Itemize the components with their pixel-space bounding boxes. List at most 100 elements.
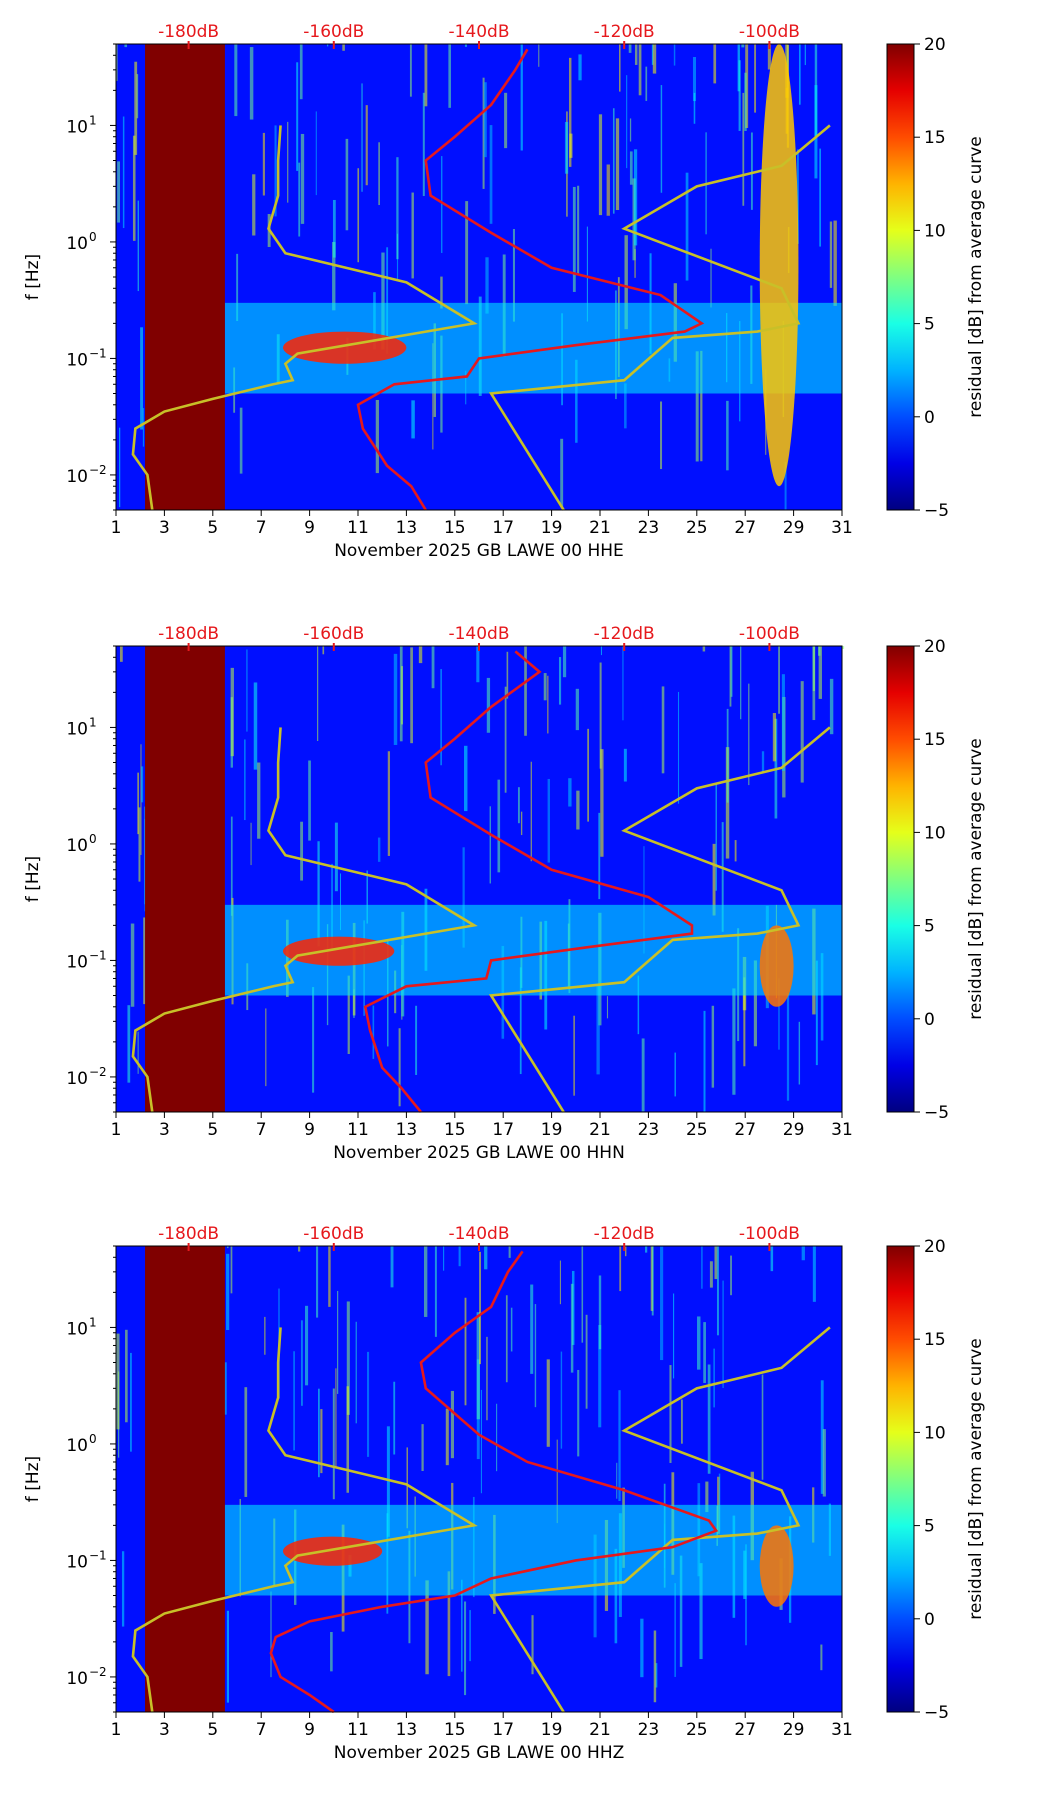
spectrogram-streak [705, 1481, 709, 1513]
spectrogram-streak [812, 646, 816, 721]
spectrogram-streak [138, 807, 141, 882]
spectrogram-streak [264, 1316, 266, 1355]
spectrogram-streak [740, 646, 742, 720]
y-tick-label: 10 [66, 836, 88, 856]
spectrogram-streak [411, 192, 414, 279]
spectrogram-streak [564, 121, 569, 174]
spectrogram-streak [606, 164, 610, 216]
spectrogram-streak [431, 646, 435, 689]
spectrogram-streak [713, 44, 717, 84]
spectrogram-streak [464, 44, 467, 47]
spectrogram-streak [804, 44, 806, 66]
spectrogram-streak [721, 822, 724, 932]
spectrogram-streak [702, 646, 706, 652]
x-tick-label: 15 [444, 1120, 466, 1140]
spectrogram-streak [560, 1351, 563, 1449]
spectrogram-streak [510, 1307, 513, 1352]
event-region [759, 44, 799, 487]
spectrogram-streak [124, 44, 128, 48]
spectrogram-streak [345, 138, 349, 231]
x-tick-label: 27 [734, 518, 756, 538]
spectrogram-streak [318, 1388, 320, 1478]
spectrogram-streak [342, 44, 345, 51]
spectrogram-streak [440, 276, 443, 309]
spectrogram-streak [778, 646, 780, 714]
spectrogram-streak [812, 1246, 816, 1302]
x-tick-label: 7 [256, 518, 267, 538]
x-tick-label: 17 [492, 1120, 514, 1140]
spectrogram-streak [137, 200, 139, 292]
spectrogram-streak [710, 248, 712, 308]
spectrogram-streak [677, 691, 680, 804]
db-tick-label: -180dB [158, 22, 219, 42]
spectrogram-streak [298, 1246, 301, 1252]
x-tick-label: 31 [831, 518, 853, 538]
colorbar-tick-label: −5 [924, 1703, 949, 1723]
spectrogram-streak [606, 996, 609, 1019]
y-tick-exponent: −2 [89, 1065, 107, 1079]
spectrogram-streak [737, 44, 740, 92]
spectrogram-streak [423, 1246, 428, 1317]
x-tick-label: 5 [207, 518, 218, 538]
spectrogram-streak [366, 1351, 370, 1457]
spectrogram-streak [486, 1336, 488, 1421]
x-tick-label: 15 [444, 518, 466, 538]
db-tick-label: -160dB [303, 1224, 364, 1244]
spectrogram-streak [547, 675, 549, 734]
spectrogram-streak [484, 1246, 488, 1270]
spectrogram-streak [252, 174, 256, 236]
spectrogram-streak [346, 1386, 349, 1493]
spectrogram-streak [366, 870, 368, 924]
spectrogram-streak [415, 1005, 418, 1075]
spectrogram-streak [361, 83, 363, 192]
spectrogram-streak [140, 327, 143, 430]
spectrogram-streak [330, 1632, 333, 1672]
colorbar-tick-label: 0 [924, 1610, 935, 1630]
spectrogram-streak [357, 168, 360, 263]
spectrogram-streak [320, 1409, 323, 1474]
x-tick-label: 17 [492, 1720, 514, 1740]
spectrogram-streak [422, 92, 425, 197]
masked-stripe [145, 1246, 225, 1712]
spectrogram-streak [624, 1246, 627, 1257]
spectrogram-streak [506, 651, 509, 699]
spectrogram-streak [743, 977, 746, 1067]
spectrogram-streak [815, 960, 818, 1066]
spectrogram-streak [730, 1255, 732, 1296]
spectrogram-streak [230, 667, 234, 757]
spectrogram-streak [308, 760, 311, 841]
spectrogram-streak [619, 1246, 622, 1292]
spectrogram-streak [270, 1591, 272, 1678]
spectrogram-streak [508, 1246, 511, 1258]
spectrogram-streak [633, 149, 638, 246]
spectrogram-streak [125, 1329, 128, 1423]
spectrogram-streak [637, 975, 640, 1035]
spectrogram-streak [398, 1028, 401, 1107]
spectrogram-streak [578, 54, 582, 81]
y-tick-label: 10 [66, 1069, 88, 1089]
spectrogram-streak [600, 646, 602, 656]
x-tick-label: 29 [783, 1720, 805, 1740]
spectrogram-streak [718, 1473, 721, 1532]
colorbar-tick-label: 15 [924, 730, 946, 750]
spectrogram-streak [645, 1246, 648, 1253]
spectrogram-streak [130, 923, 135, 1007]
event-region [282, 331, 407, 364]
x-tick-label: 11 [347, 1720, 369, 1740]
spectrogram-streak [638, 44, 642, 96]
x-tick-label: 5 [207, 1120, 218, 1140]
spectrogram-streak [262, 132, 265, 196]
spectrogram-streak [418, 646, 423, 664]
spectrogram-streak [410, 647, 413, 744]
x-tick-label: 1 [111, 1120, 122, 1140]
x-axis-label: November 2025 GB LAWE 00 HHZ [334, 1743, 625, 1763]
y-axis-label: f [Hz] [23, 1456, 43, 1502]
spectrogram-streak [143, 917, 147, 1005]
colorbar-tick-label: −5 [924, 1103, 949, 1123]
colorbar-tick-label: 10 [924, 823, 946, 843]
x-axis-label: November 2025 GB LAWE 00 HHE [334, 541, 624, 561]
db-tick-label: -100dB [739, 624, 800, 644]
x-tick-label: 17 [492, 518, 514, 538]
x-tick-label: 23 [638, 1120, 660, 1140]
